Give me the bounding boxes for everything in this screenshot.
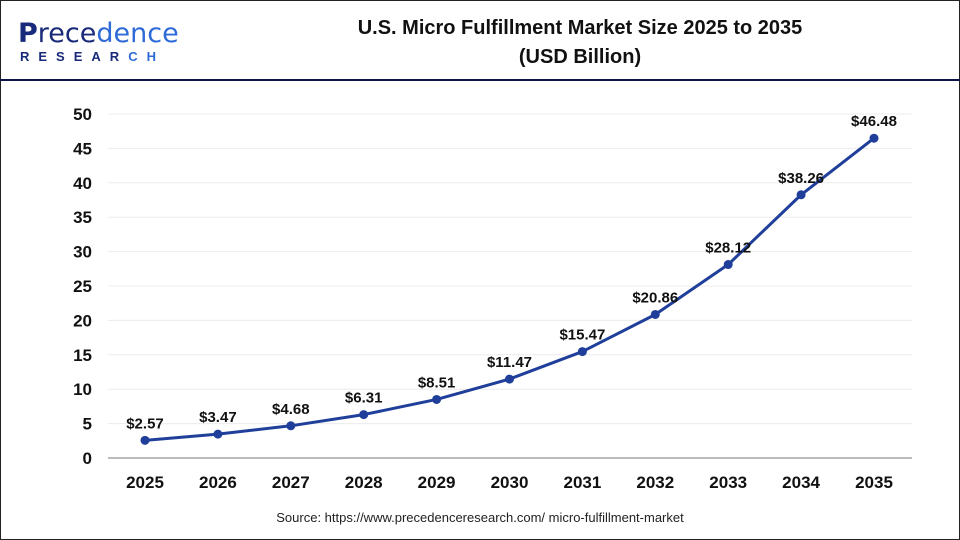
y-tick-label: 0 <box>83 449 92 468</box>
x-tick-label: 2028 <box>345 473 383 492</box>
data-point <box>796 190 806 200</box>
title-line2: (USD Billion) <box>518 46 642 68</box>
y-tick-label: 30 <box>73 243 92 262</box>
y-tick-label: 40 <box>73 174 92 193</box>
data-label: $15.47 <box>559 327 605 344</box>
y-tick-label: 5 <box>83 415 92 434</box>
x-tick-label: 2031 <box>563 473 601 492</box>
data-label: $46.48 <box>851 113 897 130</box>
logo: Precedence RESEARCH <box>18 18 179 65</box>
data-point <box>213 429 223 439</box>
x-tick-label: 2027 <box>272 473 310 492</box>
data-label: $38.26 <box>778 170 824 187</box>
data-point <box>505 374 514 384</box>
data-point <box>869 133 879 143</box>
y-tick-label: 15 <box>73 346 92 365</box>
source-text: Source: https://www.precedenceresearch.c… <box>276 510 684 525</box>
data-label: $8.51 <box>418 374 456 391</box>
x-tick-label: 2033 <box>709 473 747 492</box>
data-label: $2.57 <box>126 415 164 432</box>
data-label: $20.86 <box>632 289 678 306</box>
series-line <box>144 137 875 442</box>
x-tick-label: 2029 <box>418 473 456 492</box>
x-tick-label: 2025 <box>126 473 164 492</box>
data-point <box>140 435 150 445</box>
header-divider <box>0 79 960 81</box>
logo-sub-a: RESEAR <box>20 49 129 64</box>
logo-text-b: dence <box>96 18 179 49</box>
x-tick-label: 2030 <box>491 473 529 492</box>
data-point <box>432 394 442 404</box>
y-tick-label: 25 <box>73 277 92 296</box>
y-tick-label: 35 <box>73 208 92 227</box>
data-label: $11.47 <box>487 354 532 371</box>
data-label: $6.31 <box>345 390 383 407</box>
data-point <box>650 309 660 319</box>
x-tick-label: 2035 <box>855 473 893 492</box>
data-point <box>286 421 296 431</box>
logo-text-a: rece <box>37 18 97 49</box>
chart-title: U.S. Micro Fulfillment Market Size 2025 … <box>260 14 900 72</box>
data-point <box>359 410 369 420</box>
y-tick-label: 10 <box>73 380 92 399</box>
x-tick-label: 2032 <box>636 473 674 492</box>
title-line1: U.S. Micro Fulfillment Market Size 2025 … <box>357 17 803 39</box>
data-point <box>723 260 733 270</box>
y-tick-label: 20 <box>73 311 92 330</box>
data-label: $28.12 <box>705 240 751 257</box>
x-tick-label: 2026 <box>199 473 237 492</box>
logo-initial: P <box>18 18 38 49</box>
logo-sub-b: CH <box>128 49 165 64</box>
data-point <box>577 347 587 357</box>
y-tick-label: 50 <box>73 105 92 124</box>
data-label: $4.68 <box>272 401 310 418</box>
data-label: $3.47 <box>199 409 237 426</box>
y-tick-label: 45 <box>73 139 92 158</box>
x-tick-label: 2034 <box>782 473 820 492</box>
